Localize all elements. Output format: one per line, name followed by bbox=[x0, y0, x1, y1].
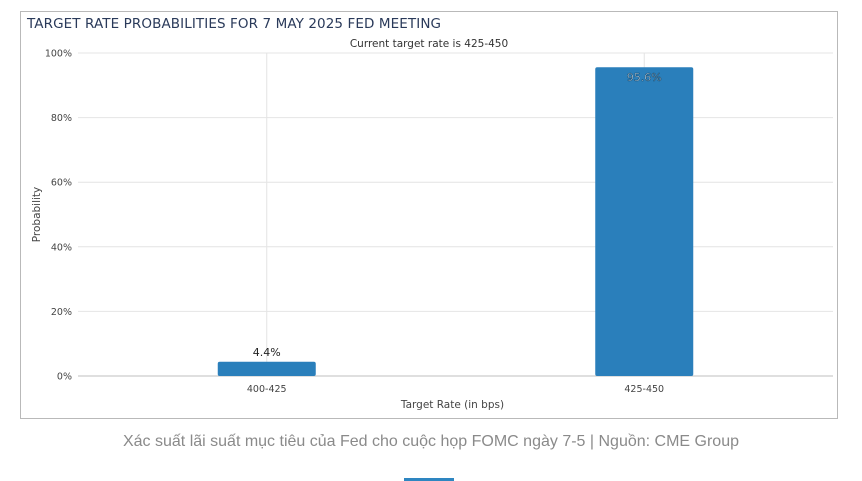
chart-title: TARGET RATE PROBABILITIES FOR 7 MAY 2025… bbox=[27, 16, 442, 32]
y-tick-label: 80% bbox=[51, 113, 72, 124]
x-tick-label: 425-450 bbox=[624, 384, 664, 395]
x-tick-label: 400-425 bbox=[247, 384, 287, 395]
y-tick-label: 20% bbox=[51, 307, 72, 318]
y-tick-label: 40% bbox=[51, 242, 72, 253]
y-tick-label: 100% bbox=[45, 49, 72, 60]
y-tick-label: 60% bbox=[51, 178, 72, 189]
x-axis-title: Target Rate (in bps) bbox=[400, 399, 504, 411]
data-label: 4.4% bbox=[253, 346, 281, 359]
figure-caption: Xác suất lãi suất mục tiêu của Fed cho c… bbox=[122, 433, 739, 450]
data-label: 95.6% bbox=[627, 71, 662, 84]
bar-400-425 bbox=[217, 361, 316, 376]
y-axis-title: Probability bbox=[31, 187, 43, 243]
y-tick-label: 0% bbox=[57, 372, 72, 383]
bar-chart-plot: 0% 20% 40% 60% 80% 100% 4.4% 400-425 95.6% 425-45… bbox=[31, 49, 833, 411]
caption-divider bbox=[404, 478, 454, 481]
chart-container: TARGET RATE PROBABILITIES FOR 7 MAY 2025… bbox=[20, 11, 838, 419]
chart-subtitle: Current target rate is 425-450 bbox=[349, 38, 509, 50]
bar-425-450 bbox=[595, 67, 694, 376]
